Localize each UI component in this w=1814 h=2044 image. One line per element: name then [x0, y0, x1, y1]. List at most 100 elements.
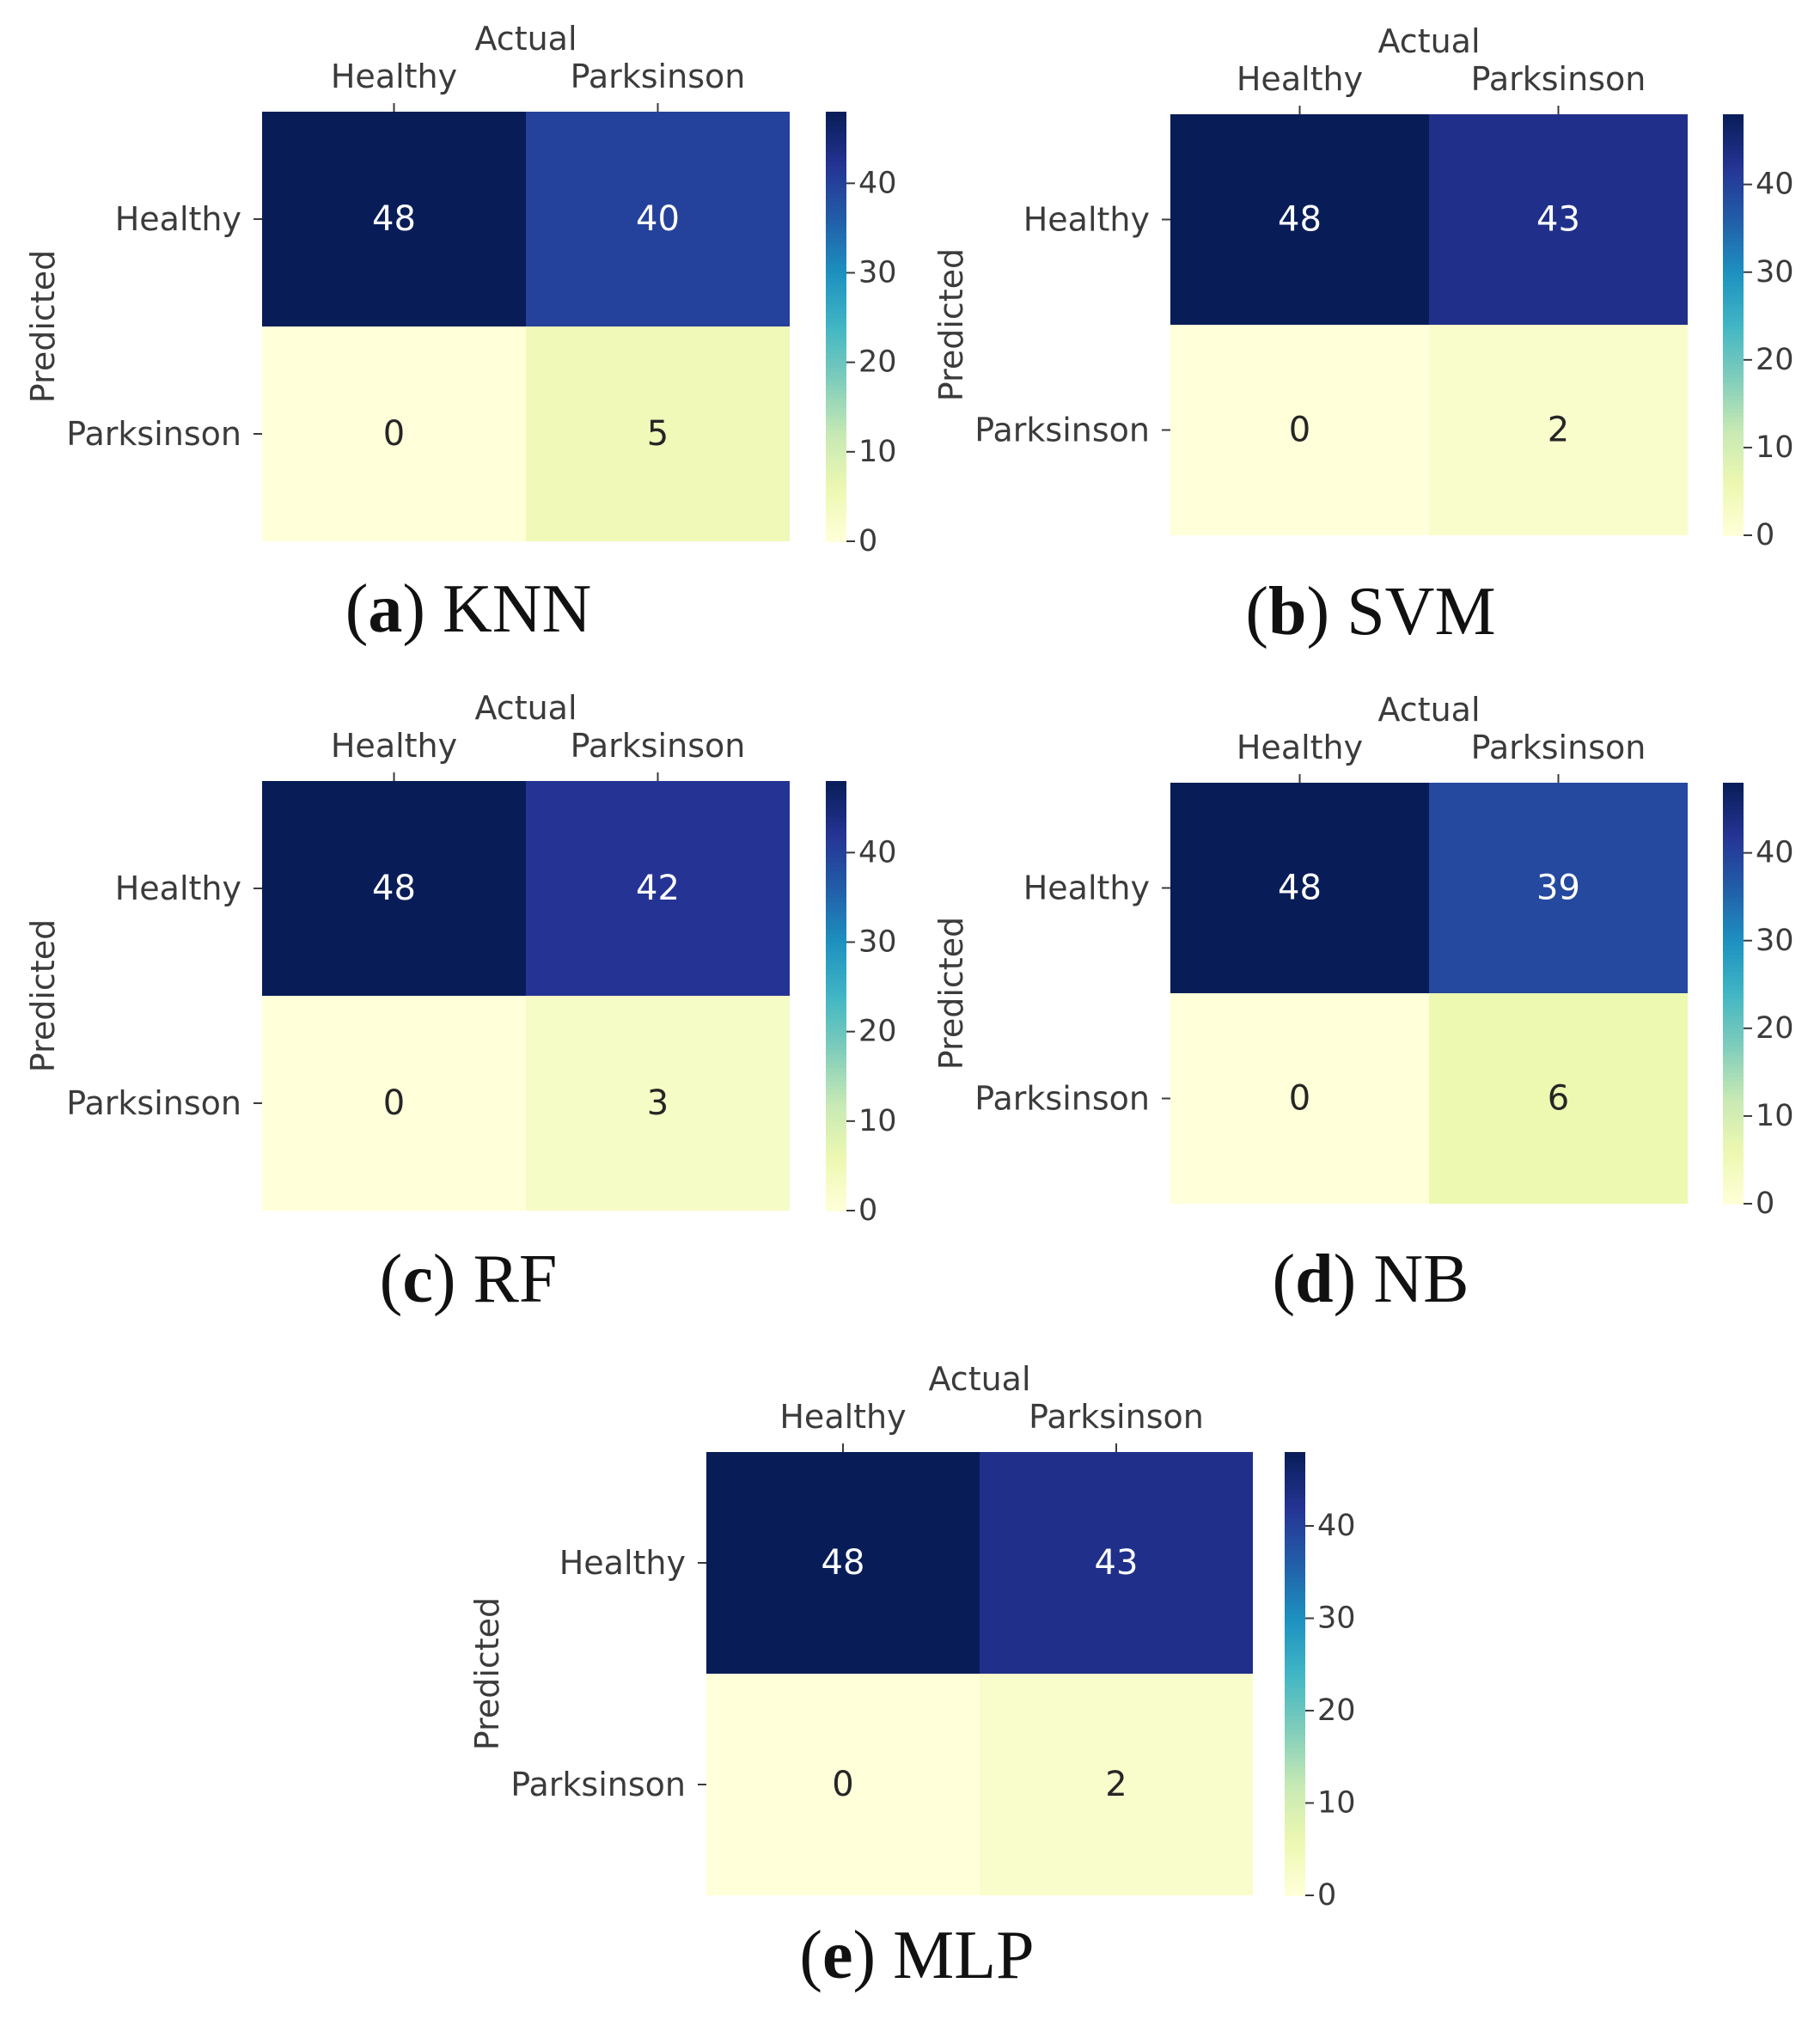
colorbar-segment	[1723, 119, 1744, 125]
colorbar-segment	[1285, 1876, 1305, 1882]
colorbar-segment	[1723, 263, 1744, 269]
colorbar-segment	[1723, 369, 1744, 374]
colorbar-segment	[826, 375, 846, 381]
colorbar-segment	[826, 138, 846, 144]
cell-value-label: 6	[1548, 1079, 1569, 1119]
heatmap-cell	[1429, 325, 1688, 535]
colorbar: 0 10 20 30 40	[826, 781, 897, 1228]
cell-value-label: 42	[636, 869, 680, 908]
colorbar-segment	[1723, 900, 1744, 906]
cell-value-label: 40	[636, 199, 680, 239]
y-tick-label: Healthy	[115, 869, 241, 907]
colorbar-segment	[826, 982, 846, 988]
colorbar-segment	[826, 812, 846, 818]
y-tick-label: Parksinson	[510, 1766, 686, 1803]
colorbar-segment	[1285, 1687, 1305, 1693]
colorbar-segment	[1723, 434, 1744, 440]
colorbar-segment	[826, 1067, 846, 1073]
colorbar-tick-label: 0	[1317, 1878, 1336, 1913]
colorbar-segment	[1723, 923, 1744, 929]
colorbar-segment	[826, 505, 846, 511]
heatmap-cell	[262, 781, 526, 996]
colorbar-segment	[826, 366, 846, 372]
colorbar-segment	[826, 331, 846, 337]
colorbar-tick-label: 30	[1756, 924, 1794, 958]
colorbar-segment	[1723, 259, 1744, 265]
colorbar-segment	[826, 112, 846, 118]
colorbar-segment	[826, 1035, 846, 1041]
colorbar-segment	[1285, 1535, 1305, 1541]
colorbar-segment	[1285, 1526, 1305, 1532]
colorbar-segment	[1285, 1807, 1305, 1814]
colorbar-segment	[1723, 1146, 1744, 1152]
colorbar-segment	[1285, 1637, 1305, 1643]
heatmap-cell	[262, 112, 526, 326]
colorbar-segment	[1285, 1678, 1305, 1684]
colorbar-segment	[1723, 1094, 1744, 1100]
colorbar-segment	[826, 456, 846, 462]
heatmap-cell	[1429, 783, 1688, 993]
colorbar-segment	[826, 781, 846, 787]
colorbar-segment	[1285, 1456, 1305, 1462]
colorbar-segment	[1723, 1199, 1744, 1205]
colorbar-segment	[826, 523, 846, 529]
colorbar-segment	[1285, 1766, 1305, 1772]
colorbar-segment	[826, 1107, 846, 1114]
colorbar-segment	[1285, 1571, 1305, 1577]
colorbar-segment	[826, 384, 846, 390]
colorbar-segment	[826, 996, 846, 1002]
colorbar-segment	[1723, 180, 1744, 186]
colorbar-segment	[826, 1089, 846, 1095]
colorbar-segment	[1723, 438, 1744, 444]
colorbar-segment	[1723, 236, 1744, 242]
y-axis-title: Predicted	[468, 1597, 506, 1750]
colorbar-segment	[1285, 1470, 1305, 1476]
colorbar-segment	[826, 465, 846, 471]
colorbar-segment	[826, 960, 846, 966]
colorbar-segment	[1285, 1595, 1305, 1601]
colorbar-segment	[1285, 1507, 1305, 1513]
colorbar-segment	[1723, 821, 1744, 827]
colorbar: 0 10 20 30 40	[1723, 783, 1794, 1221]
colorbar-segment	[826, 250, 846, 256]
colorbar-segment	[1723, 241, 1744, 247]
colorbar-segment	[1285, 1789, 1305, 1795]
colorbar-segment	[826, 1076, 846, 1082]
colorbar-segment	[1285, 1733, 1305, 1740]
colorbar-segment	[1723, 1111, 1744, 1117]
colorbar-segment	[1285, 1724, 1305, 1730]
colorbar-tick-label: 40	[1756, 836, 1794, 870]
colorbar-segment	[826, 826, 846, 832]
colorbar-segment	[1723, 1071, 1744, 1077]
colorbar-segment	[1285, 1503, 1305, 1509]
colorbar-segment	[1285, 1645, 1305, 1651]
colorbar-segment	[826, 798, 846, 804]
colorbar-segment	[826, 794, 846, 800]
colorbar-segment	[1723, 407, 1744, 413]
colorbar-segment	[826, 169, 846, 175]
colorbar-segment	[1723, 1085, 1744, 1091]
colorbar-segment	[826, 1116, 846, 1122]
colorbar-segment	[1285, 1553, 1305, 1559]
colorbar-segment	[1285, 1608, 1305, 1614]
colorbar-segment	[826, 830, 846, 836]
colorbar-segment	[826, 857, 846, 863]
colorbar-segment	[1285, 1530, 1305, 1536]
colorbar-segment	[826, 120, 846, 126]
colorbar-segment	[1723, 469, 1744, 475]
x-tick-label: Healthy	[779, 1398, 906, 1436]
colorbar-segment	[826, 339, 846, 345]
colorbar-segment	[1723, 835, 1744, 841]
colorbar-segment	[826, 803, 846, 809]
colorbar-segment	[1723, 390, 1744, 396]
colorbar-segment	[1723, 1098, 1744, 1104]
colorbar-tick-label: 20	[858, 345, 897, 380]
colorbar-segment	[826, 933, 846, 939]
colorbar-segment	[1723, 232, 1744, 238]
colorbar-segment	[826, 187, 846, 193]
colorbar-segment	[1723, 167, 1744, 173]
colorbar-segment	[1723, 800, 1744, 806]
colorbar-segment	[1723, 351, 1744, 357]
colorbar-segment	[1723, 865, 1744, 871]
